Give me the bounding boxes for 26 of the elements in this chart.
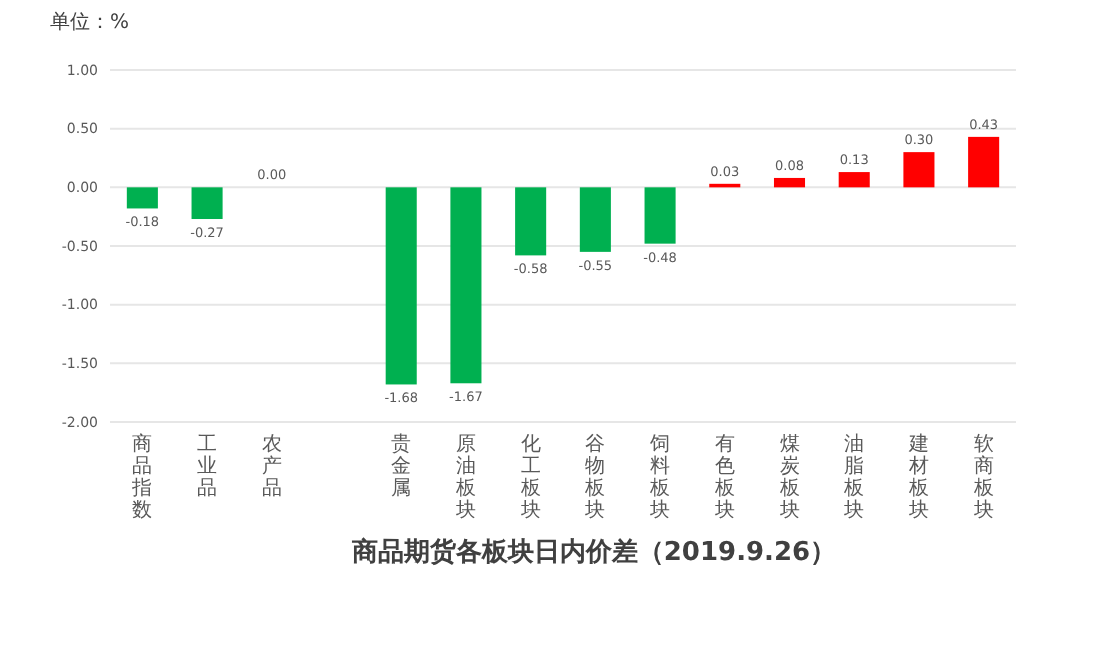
x-tick-label: 工业品	[197, 434, 218, 500]
bar	[968, 136, 1000, 188]
text: 商品期货各板块日内价差（2019.9.26）	[349, 536, 837, 568]
x-tick-label: 有色板块	[712, 432, 735, 522]
x-tick-label: 油脂板块	[842, 432, 865, 522]
x-tick-label: 商品指数	[130, 432, 153, 522]
x-tick-label: 化工板块	[518, 432, 541, 522]
bar	[515, 187, 547, 256]
bar	[838, 172, 870, 188]
bar	[644, 187, 676, 244]
x-tick-label: 农产品	[261, 434, 282, 500]
bar	[579, 187, 611, 252]
bar	[773, 177, 806, 188]
bar	[191, 187, 223, 220]
x-tick-label: 建材板块	[906, 432, 929, 522]
bar	[126, 187, 158, 209]
x-tick-label: 饲料板块	[648, 434, 671, 522]
x-tick-label: 煤炭板块	[777, 432, 800, 522]
bar	[903, 152, 935, 188]
bar	[450, 187, 482, 384]
x-tick-label: 软商板块	[971, 432, 994, 522]
y-axis-title: 单位：%	[50, 10, 130, 34]
x-tick-label: 原油板块	[453, 434, 476, 522]
x-tick-label: 谷物板块	[583, 432, 606, 522]
x-tick-label: 贵金属	[391, 432, 412, 500]
bar	[385, 187, 417, 385]
